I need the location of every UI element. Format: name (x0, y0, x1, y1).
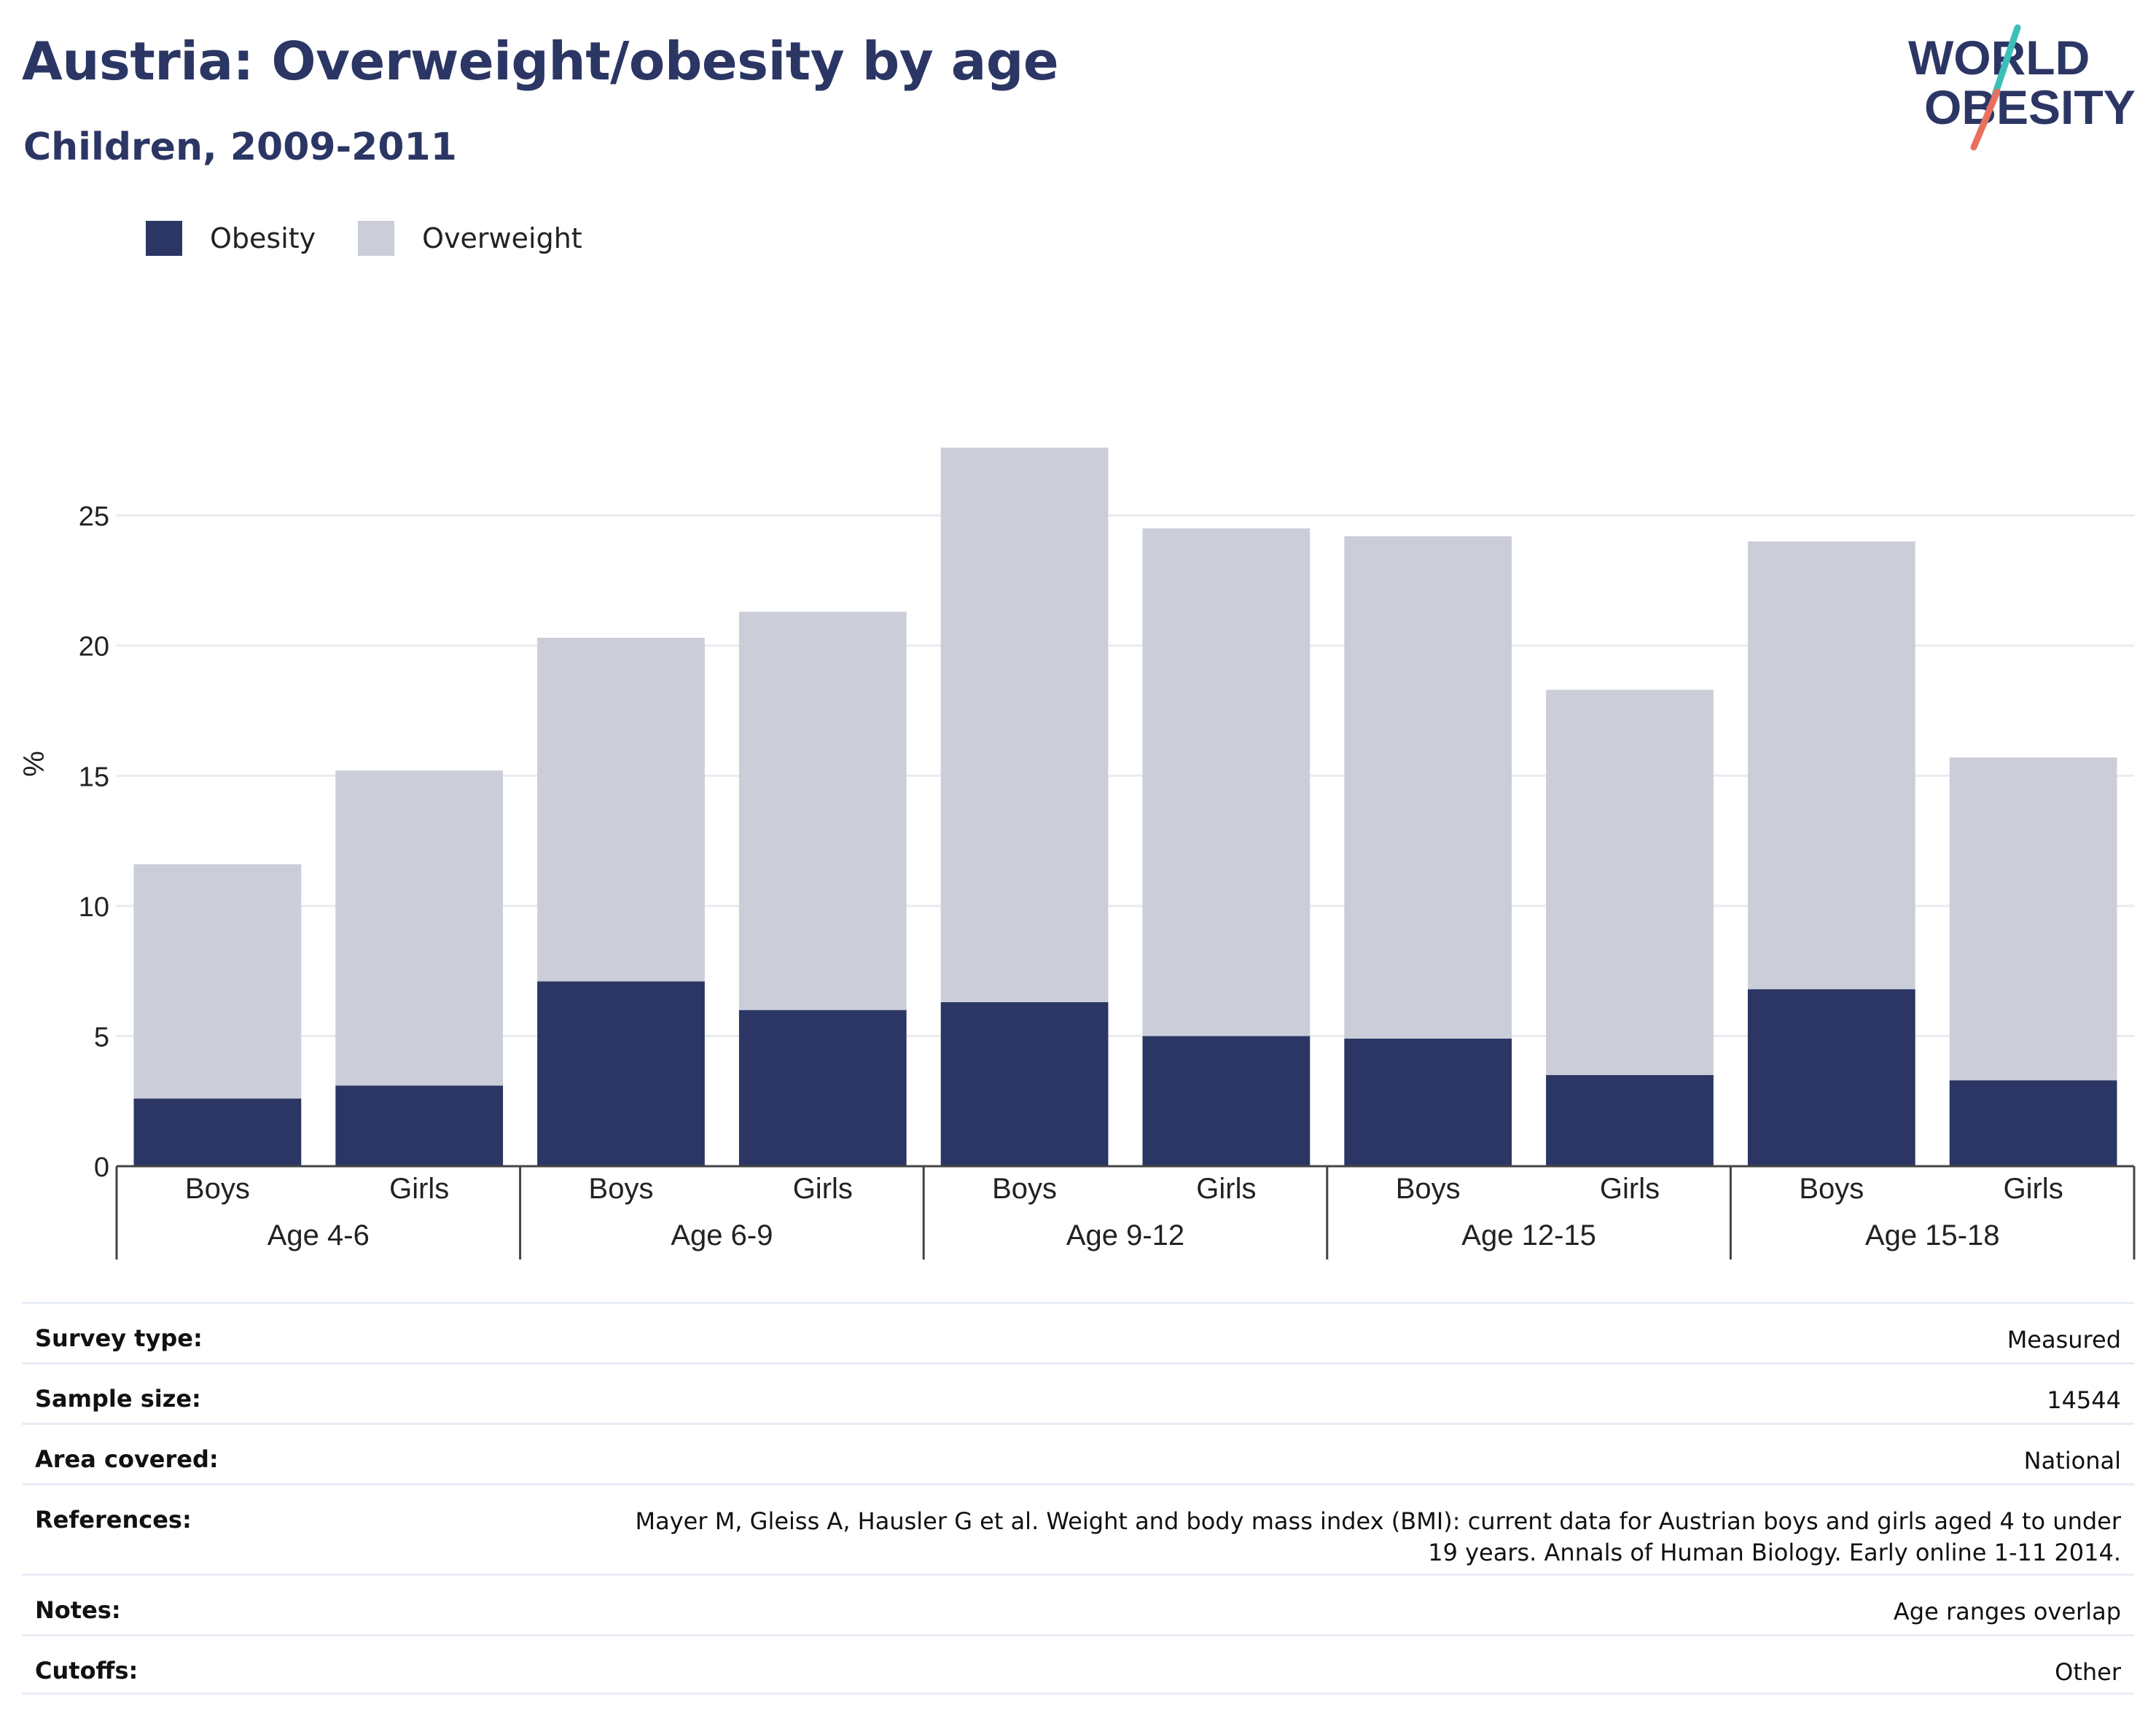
bar-obesity (133, 1098, 302, 1166)
bar-overweight (1142, 528, 1311, 1036)
legend-label-overweight: Overweight (422, 222, 582, 254)
info-value: Other (2055, 1658, 2121, 1686)
legend-item-obesity: Obesity (146, 221, 316, 256)
x-group-label: Age 6-9 (671, 1219, 773, 1251)
info-value: Measured (2007, 1326, 2121, 1354)
bar-obesity (537, 981, 705, 1166)
y-tick-label: 20 (79, 632, 109, 663)
y-tick-label: 0 (94, 1152, 109, 1183)
x-tick-label: Boys (185, 1173, 250, 1205)
info-row-notes: Notes: Age ranges overlap (22, 1574, 2134, 1634)
bar-overweight (537, 638, 705, 982)
logo-line-2: OBESITY (1924, 80, 2136, 134)
y-tick-label: 5 (94, 1022, 109, 1052)
bar-overweight (1344, 536, 1512, 1039)
info-row-sample-size: Sample size: 14544 (22, 1362, 2134, 1423)
bar-chart: % 0 5 10 15 20 25 Boys Girls Boys Girls Boys Girls B… (18, 448, 2136, 1260)
info-label: Notes: (35, 1596, 121, 1624)
logo-slash-teal (1991, 24, 2021, 98)
x-group-label: Age 12-15 (1461, 1219, 1596, 1251)
info-label: Cutoffs: (35, 1657, 138, 1684)
legend-label-obesity: Obesity (210, 222, 316, 254)
x-tick-label: Girls (1196, 1173, 1256, 1205)
info-row-cutoffs: Cutoffs: Other (22, 1634, 2134, 1695)
info-value: National (2023, 1447, 2121, 1475)
legend-swatch-overweight (358, 221, 395, 256)
y-axis-label: % (18, 751, 50, 777)
y-tick-label: 10 (79, 892, 109, 923)
bar-obesity (738, 1009, 907, 1166)
info-label: Area covered: (35, 1445, 219, 1473)
info-label: References: (35, 1506, 192, 1534)
x-group-label: Age 15-18 (1865, 1219, 2000, 1251)
bar-obesity (940, 1002, 1109, 1166)
bar-obesity (335, 1085, 504, 1166)
info-row-area-covered: Area covered: National (22, 1423, 2134, 1483)
bar-obesity (1747, 989, 1915, 1166)
bar-obesity (1142, 1036, 1311, 1166)
chart-subtitle: Children, 2009-2011 (23, 125, 457, 169)
x-tick-label: Girls (1600, 1173, 1660, 1205)
info-value: 14544 (2047, 1386, 2121, 1414)
info-value: Age ranges overlap (1893, 1598, 2121, 1625)
x-group-label: Age 4-6 (267, 1219, 370, 1251)
x-tick-label: Girls (2003, 1173, 2063, 1205)
y-tick-label: 15 (79, 762, 109, 792)
bar-obesity (1949, 1080, 2117, 1166)
info-label: Survey type: (35, 1324, 203, 1352)
chart-legend: Obesity Overweight (146, 216, 625, 260)
bar-overweight (133, 864, 302, 1099)
world-obesity-logo: WORLD OBESITY (1908, 24, 2136, 151)
bar-overweight (1949, 757, 2117, 1081)
x-tick-label: Boys (992, 1173, 1057, 1205)
x-tick-label: Boys (589, 1173, 654, 1205)
x-tick-label: Boys (1799, 1173, 1864, 1205)
bar-overweight (940, 448, 1109, 1002)
survey-info-table: Survey type: Measured Sample size: 14544… (22, 1302, 2134, 1695)
x-tick-label: Boys (1396, 1173, 1461, 1205)
bar-obesity (1344, 1039, 1512, 1166)
info-value-references: Mayer M, Gleiss A, Hausler G et al. Weig… (635, 1507, 2121, 1567)
chart-title: Austria: Overweight/obesity by age (22, 31, 1059, 92)
y-tick-label: 25 (79, 501, 109, 532)
x-group-label: Age 9-12 (1066, 1219, 1184, 1251)
bar-overweight (1546, 690, 1714, 1075)
info-row-references: References: Mayer M, Gleiss A, Hausler G… (22, 1483, 2134, 1574)
x-tick-label: Girls (793, 1173, 853, 1205)
bar-overweight (1747, 541, 1915, 990)
x-tick-label: Girls (389, 1173, 449, 1205)
bar-overweight (738, 612, 907, 1010)
info-label: Sample size: (35, 1385, 201, 1413)
bar-obesity (1546, 1075, 1714, 1166)
bar-overweight (335, 770, 504, 1086)
legend-swatch-obesity (146, 221, 182, 256)
info-row-survey-type: Survey type: Measured (22, 1302, 2134, 1362)
legend-item-overweight: Overweight (358, 221, 582, 256)
logo-slash-coral (1970, 88, 2001, 151)
